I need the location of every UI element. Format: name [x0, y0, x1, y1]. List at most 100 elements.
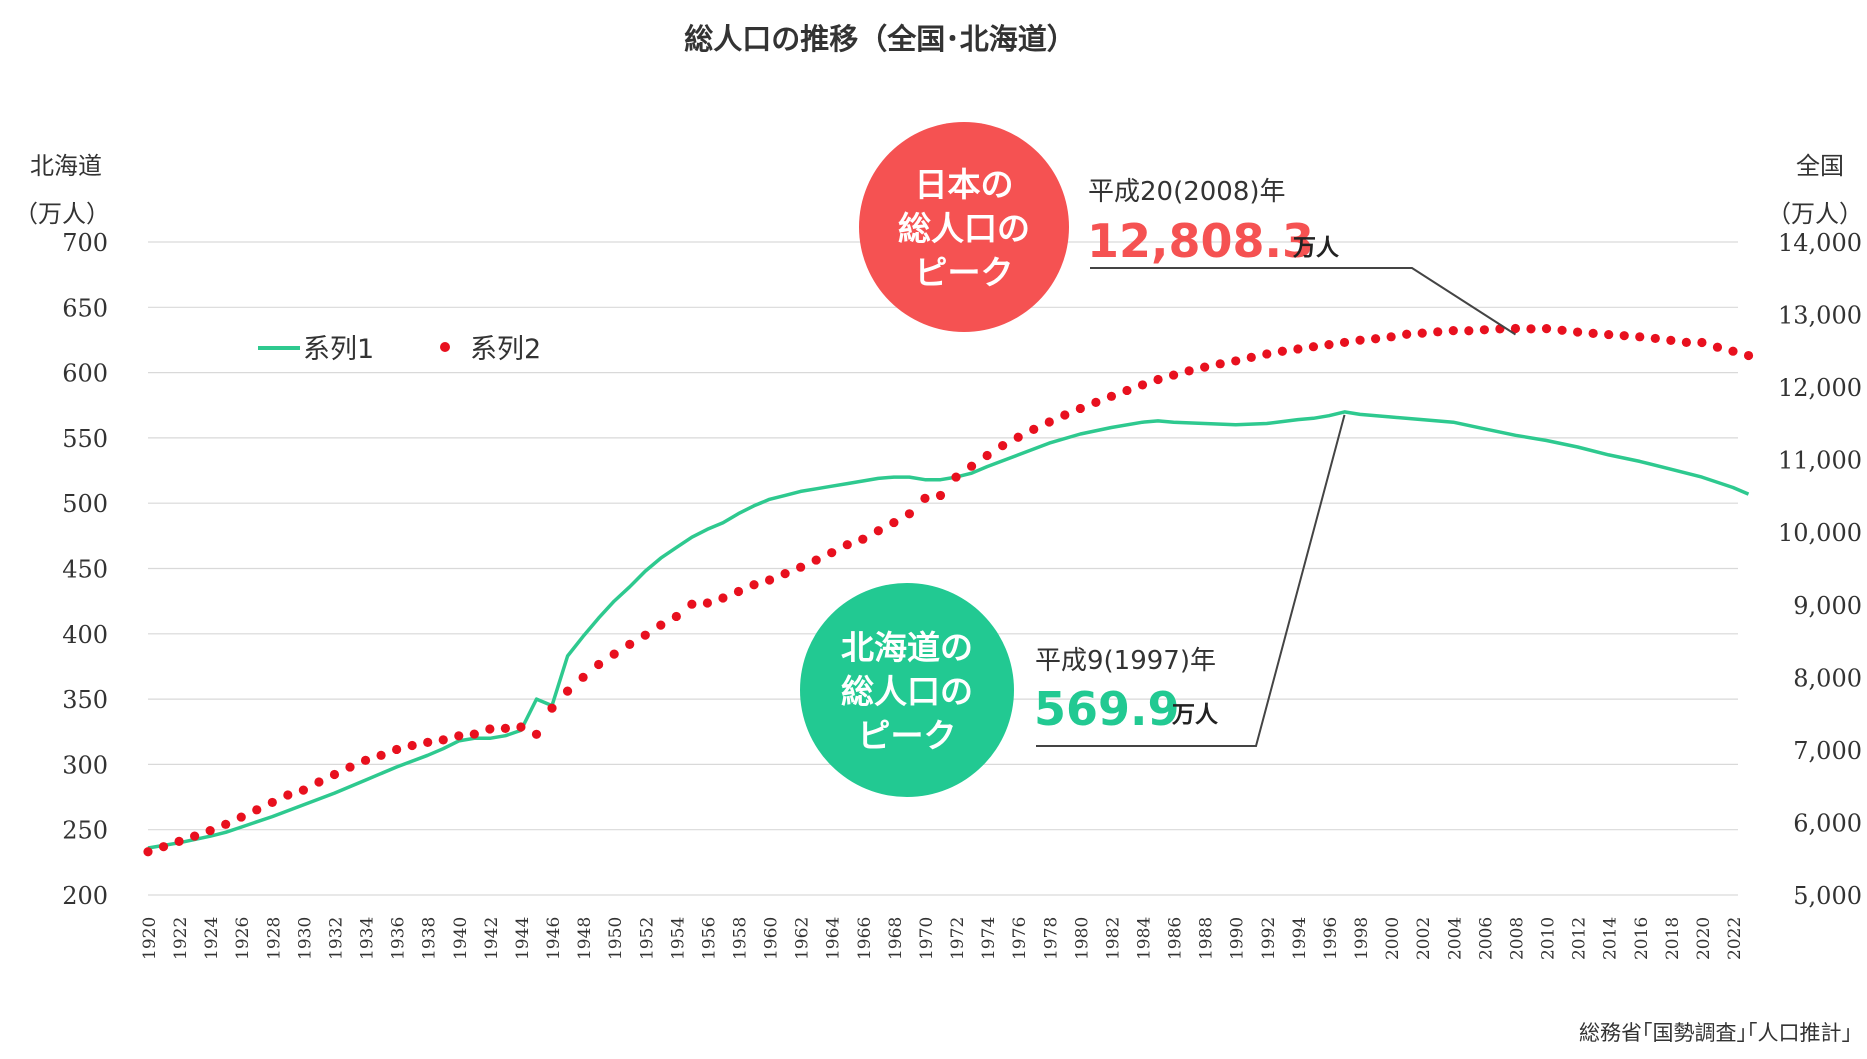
x-tick-label: 1938 [420, 917, 440, 960]
x-tick-label: 2014 [1601, 917, 1621, 960]
left-tick-label: 250 [62, 817, 108, 845]
x-tick-label: 1934 [358, 917, 378, 960]
x-tick-label: 1936 [389, 917, 409, 960]
series2-point [1712, 342, 1723, 352]
x-tick-label: 1986 [1166, 917, 1186, 960]
series2-point [1464, 326, 1474, 336]
series-japan [143, 323, 1754, 857]
left-tick-label: 450 [62, 556, 108, 584]
x-tick-label: 1992 [1259, 917, 1279, 960]
series2-point [190, 831, 200, 841]
left-tick-label: 300 [62, 751, 108, 779]
x-tick-label: 2008 [1507, 917, 1527, 960]
x-tick-label: 2016 [1632, 917, 1652, 960]
right-tick-label: 13,000 [1778, 302, 1862, 330]
series2-point [671, 611, 681, 622]
series2-point [1060, 410, 1070, 420]
series2-point [562, 686, 573, 696]
x-tick-label: 1998 [1352, 917, 1372, 960]
left-tick-label: 350 [62, 686, 108, 714]
series2-point [1619, 331, 1629, 341]
x-tick-label: 1966 [855, 917, 875, 960]
series2-point [1479, 325, 1489, 335]
x-tick-label: 1956 [699, 917, 719, 960]
legend: 系列1 系列2 [258, 334, 541, 365]
left-tick-label: 550 [62, 425, 108, 453]
hokkaido-peak-value: 569.9 [1034, 682, 1180, 736]
series2-point [516, 722, 526, 732]
series2-point [935, 490, 946, 501]
right-tick-label: 12,000 [1778, 374, 1862, 402]
legend-dot-swatch [440, 342, 450, 352]
series2-point [998, 440, 1008, 451]
right-tick-label: 11,000 [1778, 447, 1862, 475]
x-tick-label: 2018 [1663, 917, 1683, 960]
series2-point [298, 785, 308, 795]
series2-point [1510, 323, 1521, 334]
right-axis-label-line1: 全国 [1796, 152, 1844, 180]
series2-point [702, 598, 713, 608]
series2-point [1277, 346, 1287, 356]
series2-point [625, 639, 635, 649]
x-tick-label: 1984 [1135, 917, 1155, 960]
series2-point [780, 569, 790, 579]
series2-point [221, 819, 231, 829]
x-tick-label: 1952 [637, 917, 657, 960]
series2-point [656, 620, 666, 630]
x-tick-label: 2012 [1570, 917, 1590, 960]
x-tick-label: 1976 [1010, 917, 1030, 960]
right-tick-label: 14,000 [1778, 229, 1862, 257]
hokkaido-peak-leader-line [1036, 414, 1346, 747]
right-axis-label-line2: （万人） [1767, 200, 1863, 228]
series2-point [594, 659, 604, 670]
series2-point [267, 797, 277, 808]
series2-point [842, 540, 852, 550]
gridlines [148, 241, 1738, 896]
series2-point [1324, 339, 1334, 350]
left-tick-label: 650 [62, 294, 108, 322]
legend-label-series2: 系列2 [470, 334, 541, 365]
series2-point [1231, 356, 1241, 366]
series2-point [1168, 370, 1179, 380]
hokkaido-peak-annotation: 北海道の 総人口の ピーク 平成9(1997)年 569.9 万人 [800, 414, 1346, 797]
right-tick-label: 9,000 [1793, 592, 1862, 620]
series2-point [1044, 417, 1054, 427]
japan-peak-bubble-line2: 総人口の [898, 209, 1030, 248]
series2-point [158, 842, 169, 852]
series2-point [1215, 359, 1225, 369]
series2-point [796, 562, 806, 572]
hokkaido-peak-date-label: 平成9(1997)年 [1035, 646, 1216, 676]
x-tick-label: 1942 [482, 917, 502, 960]
series2-point [951, 472, 961, 482]
series2-point [982, 450, 992, 461]
series2-point [1184, 366, 1194, 376]
series2-point [904, 509, 915, 519]
x-tick-label: 1950 [606, 917, 626, 960]
series2-point [1635, 332, 1645, 342]
hokkaido-peak-bubble [800, 583, 1014, 797]
x-tick-label: 1932 [326, 917, 346, 960]
right-tick-label: 10,000 [1778, 519, 1862, 547]
hokkaido-peak-bubble-line2: 総人口の [841, 672, 973, 711]
source-note: 総務省｢国勢調査｣｢人口推計｣ [1579, 1021, 1852, 1045]
x-tick-label: 1964 [824, 917, 844, 960]
series2-point [1293, 344, 1303, 354]
series2-point [1573, 327, 1583, 337]
series2-point [733, 586, 744, 597]
x-tick-label: 1944 [513, 917, 533, 960]
right-tick-label: 8,000 [1793, 664, 1862, 692]
x-tick-label: 1954 [668, 917, 688, 960]
series2-point [1386, 332, 1396, 342]
x-tick-label: 1990 [1228, 917, 1248, 960]
series2-point [329, 769, 340, 780]
series2-point [1448, 325, 1458, 336]
hokkaido-peak-bubble-line1: 北海道の [841, 628, 973, 667]
japan-peak-date-label: 平成20(2008)年 [1088, 177, 1286, 207]
series2-point [1433, 327, 1443, 337]
x-tick-label: 2000 [1383, 917, 1403, 960]
series2-point [687, 599, 697, 609]
series2-point [531, 729, 542, 739]
chart-title: 総人口の推移（全国･北海道） [684, 22, 1076, 56]
series2-point [889, 517, 899, 528]
